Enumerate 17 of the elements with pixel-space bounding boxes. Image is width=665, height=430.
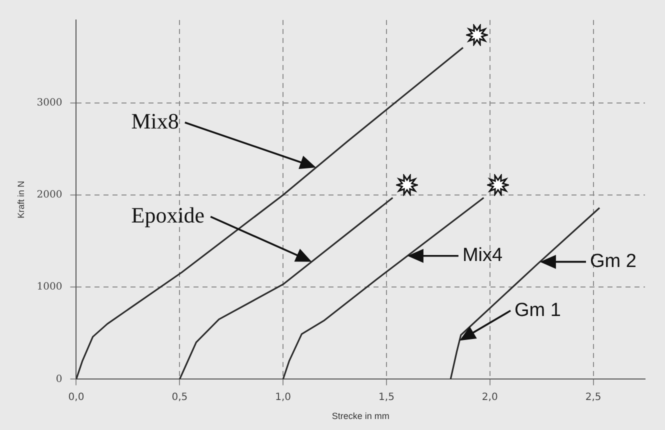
- x-tick-label: 0,0: [68, 392, 84, 403]
- x-tick-label: 1,5: [378, 392, 394, 403]
- annotation: Mix4: [462, 245, 503, 266]
- annotation: Gm 1: [514, 300, 561, 321]
- y-tick-label: 3000: [36, 97, 62, 108]
- annotation: Mix8: [131, 108, 179, 134]
- annotation: Epoxide: [131, 202, 205, 228]
- x-tick-label: 2,5: [585, 392, 602, 403]
- y-tick-label: 0: [56, 374, 62, 385]
- x-tick-label: 0,5: [172, 392, 188, 403]
- x-tick-label: 2,0: [482, 392, 498, 403]
- y-tick-label: 1000: [36, 282, 62, 293]
- y-axis-title: Kraft in N: [16, 180, 26, 218]
- x-tick-label: 1,0: [275, 392, 292, 403]
- x-axis-title: Strecke in mm: [332, 411, 390, 422]
- y-tick-label: 2000: [36, 190, 62, 201]
- annotation: Gm 2: [590, 251, 636, 272]
